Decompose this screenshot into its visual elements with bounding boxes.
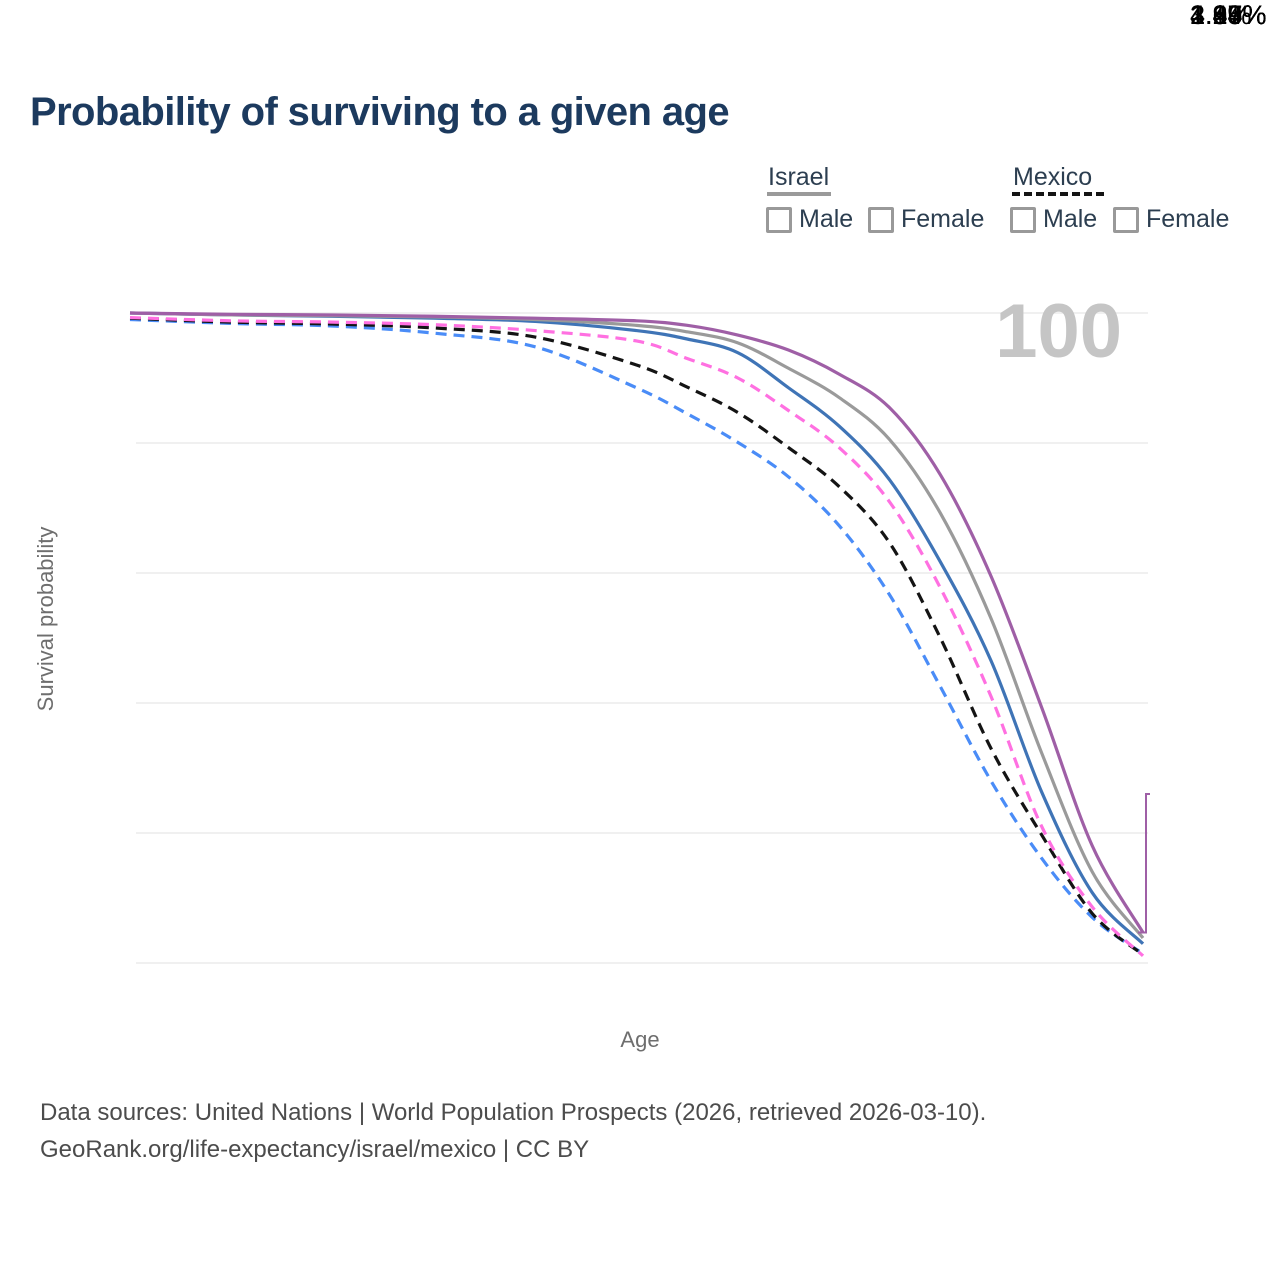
series-line-mexico-female	[129, 315, 1145, 958]
legend-mexico-underline	[1012, 192, 1104, 196]
legend-item-mexico-male[interactable]: Male	[1010, 205, 1097, 234]
page-title: Probability of surviving to a given age	[30, 90, 730, 134]
legend-label-israel-male: Male	[799, 205, 854, 233]
legend-group-title-mexico: Mexico	[1013, 163, 1093, 191]
attribution-text: GeoRank.org/life-expectancy/israel/mexic…	[40, 1136, 590, 1163]
legend-label-mexico-male: Male	[1043, 205, 1098, 233]
series-line-mexico-both-sexes	[129, 316, 1145, 957]
end-label-israel-female: 4.69%	[1190, 0, 1267, 30]
data-sources-text: Data sources: United Nations | World Pop…	[40, 1099, 987, 1126]
mexico-female-checkbox[interactable]	[1113, 206, 1139, 233]
end-label-mexico-both: 1.27%	[1190, 0, 1267, 30]
x-axis-label: Age	[620, 1027, 660, 1052]
legend-group-title-israel: Israel	[768, 163, 830, 191]
series-line-israel-both-sexes	[129, 311, 1145, 939]
series-line-israel-female	[129, 311, 1145, 934]
legend-item-israel-male[interactable]: Male	[766, 205, 853, 234]
israel-female-checkbox[interactable]	[868, 206, 894, 233]
end-label-mexico-female: 1.1%	[1190, 0, 1252, 30]
legend-label-mexico-female: Female	[1146, 205, 1230, 233]
series-line-israel-male	[129, 311, 1145, 945]
israel-male-checkbox[interactable]	[766, 206, 792, 233]
series-line-mexico-male	[129, 317, 1144, 955]
mexico-male-checkbox[interactable]	[1010, 206, 1036, 233]
legend-item-israel-female[interactable]: Female	[868, 205, 984, 234]
legend-item-mexico-female[interactable]: Female	[1113, 205, 1229, 234]
y-axis-label: Survival probability	[33, 526, 58, 712]
end-label-mexico-male: 1.44%	[1190, 0, 1267, 30]
age-watermark: 100	[995, 289, 1122, 374]
leader-line-israel-female	[1138, 793, 1150, 934]
end-label-israel-both: 3.85%	[1190, 0, 1267, 30]
legend-israel-underline	[767, 192, 831, 196]
legend-label-israel-female: Female	[901, 205, 985, 233]
end-label-israel-male: 2.96%	[1190, 0, 1267, 30]
